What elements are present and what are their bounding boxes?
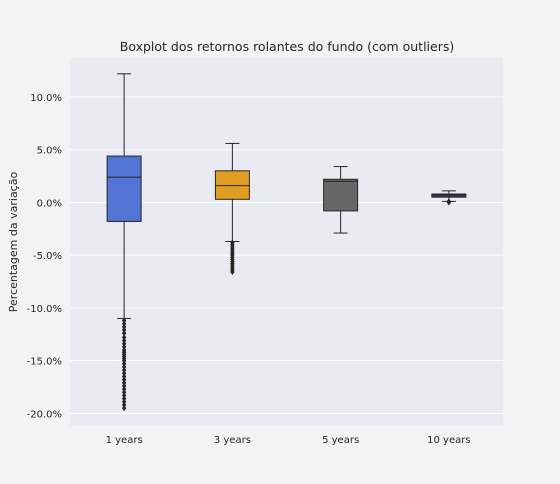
- x-tick-label: 1 years: [106, 435, 143, 446]
- outlier-point: [121, 367, 127, 374]
- outlier-point: [121, 337, 127, 344]
- box-iqr: [214, 170, 250, 200]
- outlier-point: [121, 343, 127, 350]
- box-iqr: [431, 193, 467, 198]
- x-tick-label: 3 years: [214, 435, 251, 446]
- y-tick-label: 10.0%: [30, 93, 62, 104]
- outlier-point: [121, 376, 127, 383]
- outlier-point: [121, 405, 127, 412]
- outlier-point: [121, 395, 127, 402]
- box-group: [323, 166, 359, 234]
- grid-lines: [70, 96, 503, 414]
- box-group: [214, 142, 250, 276]
- y-tick-label: 0.0%: [37, 198, 62, 209]
- outlier-point: [121, 330, 127, 337]
- x-tick-label: 10 years: [427, 435, 470, 446]
- outlier-point: [121, 386, 127, 393]
- y-tick-label: -15.0%: [27, 357, 62, 368]
- outlier-point: [121, 363, 127, 370]
- outlier-point: [121, 379, 127, 386]
- y-tick-label: -5.0%: [33, 251, 62, 262]
- outlier-point: [446, 198, 452, 205]
- chart-title: Boxplot dos retornos rolantes do fundo (…: [120, 39, 455, 54]
- x-tick-label: 5 years: [322, 435, 359, 446]
- outlier-point: [121, 401, 127, 408]
- outlier-point: [121, 398, 127, 405]
- box-iqr: [323, 178, 359, 212]
- box-group: [431, 190, 467, 206]
- outlier-point: [230, 269, 235, 276]
- outlier-point: [121, 317, 127, 324]
- y-axis-label: Percentagem da variação: [7, 172, 20, 313]
- y-tick-labels: 10.0% 5.0% 0.0% -5.0% -10.0% -15.0% -20.0%: [27, 93, 62, 420]
- outlier-point: [121, 392, 127, 399]
- outlier-point: [121, 320, 127, 327]
- boxes: [106, 73, 467, 412]
- outlier-point: [121, 340, 127, 347]
- outlier-point: [121, 389, 127, 396]
- plot-area: [70, 58, 503, 426]
- outlier-point: [121, 334, 127, 341]
- outlier-point: [121, 327, 127, 334]
- outlier-point: [121, 373, 127, 380]
- box-group: [106, 73, 142, 412]
- y-tick-label: -10.0%: [27, 304, 62, 315]
- y-tick-label: -20.0%: [27, 409, 62, 420]
- box-iqr: [106, 155, 142, 222]
- outlier-point: [121, 382, 127, 389]
- outlier-point: [121, 357, 127, 364]
- outlier-point: [121, 360, 127, 367]
- outlier-point: [121, 323, 127, 330]
- y-tick-label: 5.0%: [37, 146, 62, 157]
- x-tick-labels: 1 years 3 years 5 years 10 years: [106, 435, 471, 446]
- outlier-point: [121, 370, 127, 377]
